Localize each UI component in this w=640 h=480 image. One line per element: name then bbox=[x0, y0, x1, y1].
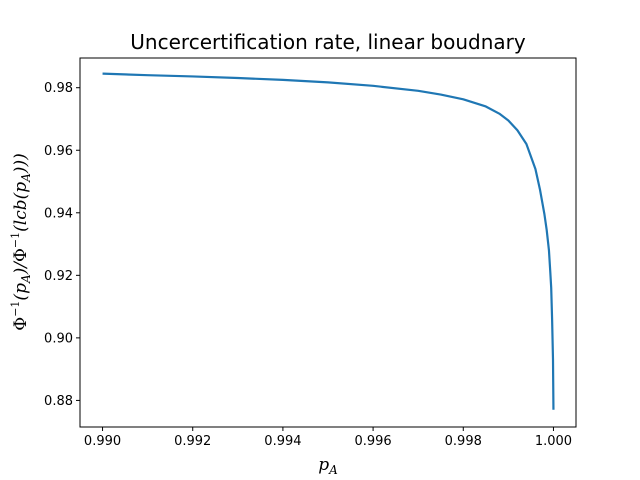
x-tick-label: 0.992 bbox=[174, 434, 211, 449]
plot-area-frame bbox=[79, 57, 577, 428]
y-axis-ticks: 0.88 0.90 0.92 0.94 0.96 0.98 bbox=[44, 81, 80, 409]
x-tick-label: 1.000 bbox=[535, 434, 572, 449]
y-tick-label: 0.90 bbox=[44, 331, 73, 346]
x-axis-ticks: 0.990 0.992 0.994 0.996 0.998 1.000 bbox=[84, 427, 572, 449]
x-tick-label: 0.990 bbox=[84, 434, 121, 449]
y-tick-label: 0.96 bbox=[44, 144, 73, 159]
x-tick-label: 0.998 bbox=[445, 434, 482, 449]
series-line bbox=[102, 72, 555, 410]
x-tick-label: 0.994 bbox=[264, 434, 301, 449]
y-tick-label: 0.98 bbox=[44, 81, 73, 96]
y-tick-label: 0.88 bbox=[44, 394, 73, 409]
y-tick-label: 0.94 bbox=[44, 206, 73, 221]
series-layer bbox=[102, 72, 555, 410]
y-axis-label: Φ−1(pA)/Φ−1(lcb(pA))) bbox=[9, 153, 33, 330]
y-tick-label: 0.92 bbox=[44, 269, 73, 284]
x-axis-label: pA bbox=[318, 455, 338, 477]
chart-title: Uncercertification rate, linear boudnary bbox=[130, 30, 526, 54]
x-tick-label: 0.996 bbox=[354, 434, 391, 449]
